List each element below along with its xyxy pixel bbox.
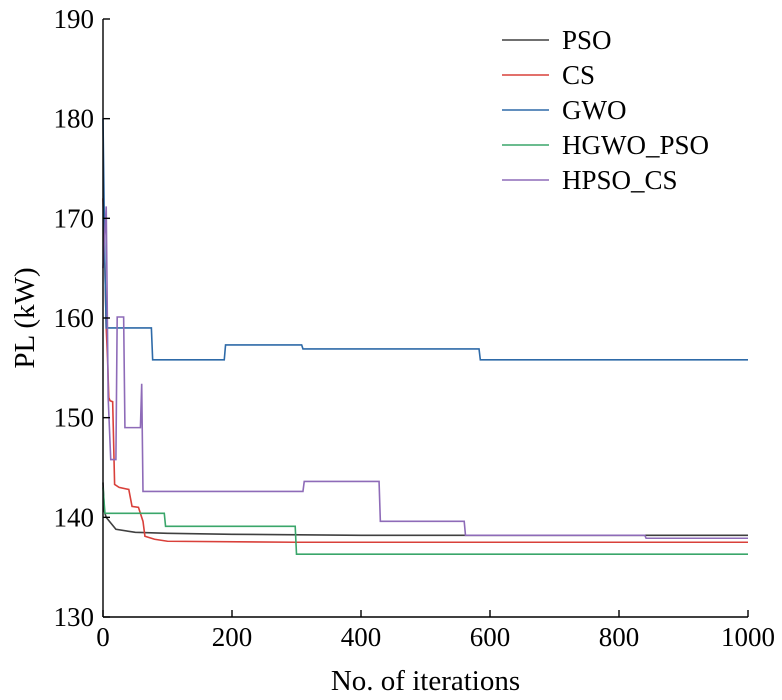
x-tick-label: 400 [341,622,382,652]
x-tick-label: 600 [470,622,511,652]
y-tick-label: 160 [54,303,95,333]
series-line-pso [102,482,748,537]
series-line-hgwo_pso [102,487,748,556]
x-tick-label: 800 [599,622,640,652]
y-axis-title: PL (kW) [9,267,41,368]
x-tick-label: 200 [212,622,253,652]
y-tick-label: 190 [54,4,95,34]
legend-label: PSO [562,25,612,55]
y-tick-label: 130 [54,602,95,632]
legend-label: GWO [562,95,626,125]
tick-layer: 130 140 150 160 170 180 190 0 200 400 600 800 1000 [54,4,776,652]
series-line-hpso_cs [102,206,748,540]
legend-label: HGWO_PSO [562,130,709,160]
x-tick-label: 1000 [721,622,775,652]
y-tick-label: 170 [54,203,95,233]
legend-label: CS [562,60,595,90]
x-axis-title: No. of iterations [331,665,520,697]
axes [102,19,748,618]
legend-label: HPSO_CS [562,165,678,195]
x-tick-label: 0 [96,622,110,652]
y-tick-label: 140 [54,502,95,532]
y-tick-label: 150 [54,403,95,433]
legend: PSO CS GWO HGWO_PSO HPSO_CS [502,25,709,195]
y-tick-label: 180 [54,104,95,134]
